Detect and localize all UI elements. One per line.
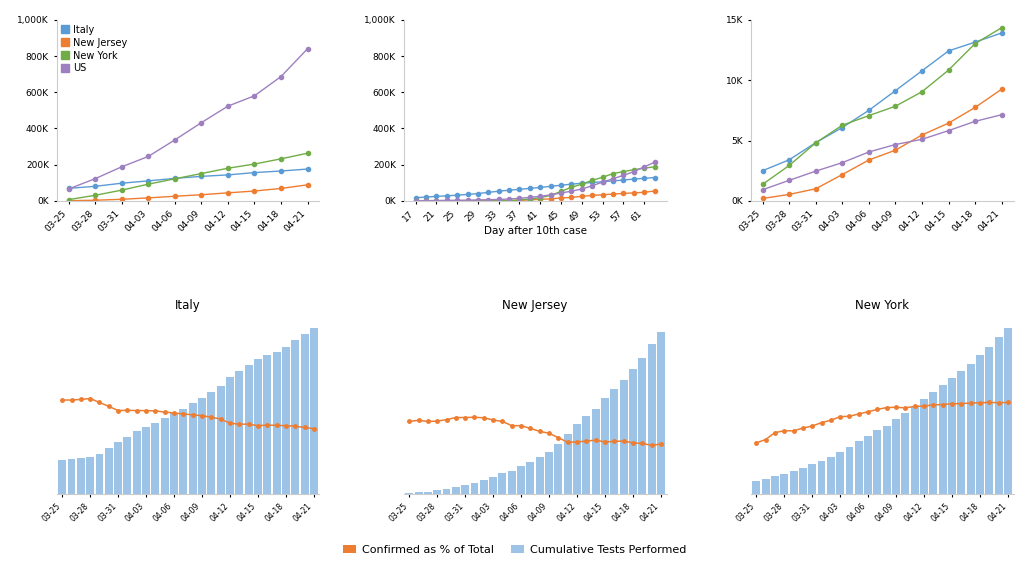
Title: Italy: Italy — [175, 299, 201, 312]
Bar — [254, 359, 262, 494]
Bar — [892, 420, 900, 494]
Bar — [310, 328, 318, 494]
Bar — [217, 386, 224, 494]
Bar — [789, 471, 797, 494]
Bar — [808, 464, 816, 494]
Bar — [300, 334, 309, 494]
Bar — [855, 441, 862, 494]
Bar — [638, 358, 646, 494]
Bar — [780, 474, 788, 494]
Bar — [245, 365, 252, 494]
Bar — [133, 432, 141, 494]
Bar — [995, 337, 1002, 494]
Bar — [601, 398, 609, 494]
Bar — [536, 457, 543, 494]
Bar — [966, 364, 974, 494]
Bar — [489, 477, 497, 494]
Bar — [188, 403, 197, 494]
Bar — [68, 460, 75, 494]
Bar — [452, 487, 460, 494]
Bar — [837, 452, 844, 494]
Bar — [948, 378, 956, 494]
Bar — [86, 457, 94, 494]
Bar — [461, 485, 469, 494]
Bar — [77, 458, 84, 494]
Bar — [911, 407, 919, 494]
Bar — [657, 332, 665, 494]
Bar — [142, 427, 150, 494]
Bar — [771, 477, 779, 494]
Bar — [752, 481, 760, 494]
Bar — [555, 444, 563, 494]
Bar — [864, 436, 873, 494]
Bar — [263, 356, 272, 494]
Legend: Italy, New Jersey, New York, US: Italy, New Jersey, New York, US — [62, 25, 128, 73]
Bar — [291, 340, 299, 494]
Bar — [179, 408, 187, 494]
Bar — [986, 347, 993, 494]
Bar — [761, 479, 770, 494]
X-axis label: Day after 10th case: Day after 10th case — [484, 226, 587, 236]
Bar — [161, 419, 169, 494]
Bar — [977, 355, 984, 494]
Bar — [415, 492, 423, 494]
Bar — [818, 461, 825, 494]
Bar — [827, 457, 835, 494]
Bar — [498, 474, 506, 494]
Bar — [114, 442, 122, 494]
Bar — [619, 380, 628, 494]
Bar — [59, 461, 66, 494]
Title: New York: New York — [855, 299, 909, 312]
Bar — [226, 377, 234, 494]
Bar — [647, 344, 655, 494]
Bar — [883, 425, 891, 494]
Bar — [957, 371, 965, 494]
Bar — [799, 467, 807, 494]
Bar — [938, 385, 947, 494]
Bar — [433, 490, 441, 494]
Legend: Confirmed as % of Total, Cumulative Tests Performed: Confirmed as % of Total, Cumulative Test… — [339, 541, 690, 559]
Bar — [198, 398, 206, 494]
Bar — [208, 392, 215, 494]
Bar — [405, 492, 414, 494]
Bar — [573, 424, 581, 494]
Bar — [151, 423, 159, 494]
Bar — [96, 454, 104, 494]
Bar — [480, 480, 488, 494]
Bar — [470, 483, 478, 494]
Bar — [507, 471, 516, 494]
Bar — [170, 414, 178, 494]
Bar — [282, 346, 290, 494]
Bar — [527, 462, 534, 494]
Bar — [442, 488, 451, 494]
Bar — [564, 434, 572, 494]
Title: New Jersey: New Jersey — [502, 299, 568, 312]
Bar — [592, 409, 600, 494]
Bar — [629, 369, 637, 494]
Bar — [518, 466, 525, 494]
Bar — [545, 452, 553, 494]
Bar — [236, 371, 243, 494]
Bar — [273, 352, 281, 494]
Bar — [929, 392, 937, 494]
Bar — [123, 437, 132, 494]
Bar — [610, 389, 618, 494]
Bar — [1004, 328, 1012, 494]
Bar — [105, 449, 113, 494]
Bar — [920, 399, 928, 494]
Bar — [424, 491, 432, 494]
Bar — [582, 416, 591, 494]
Bar — [846, 446, 853, 494]
Bar — [901, 413, 910, 494]
Bar — [874, 430, 882, 494]
